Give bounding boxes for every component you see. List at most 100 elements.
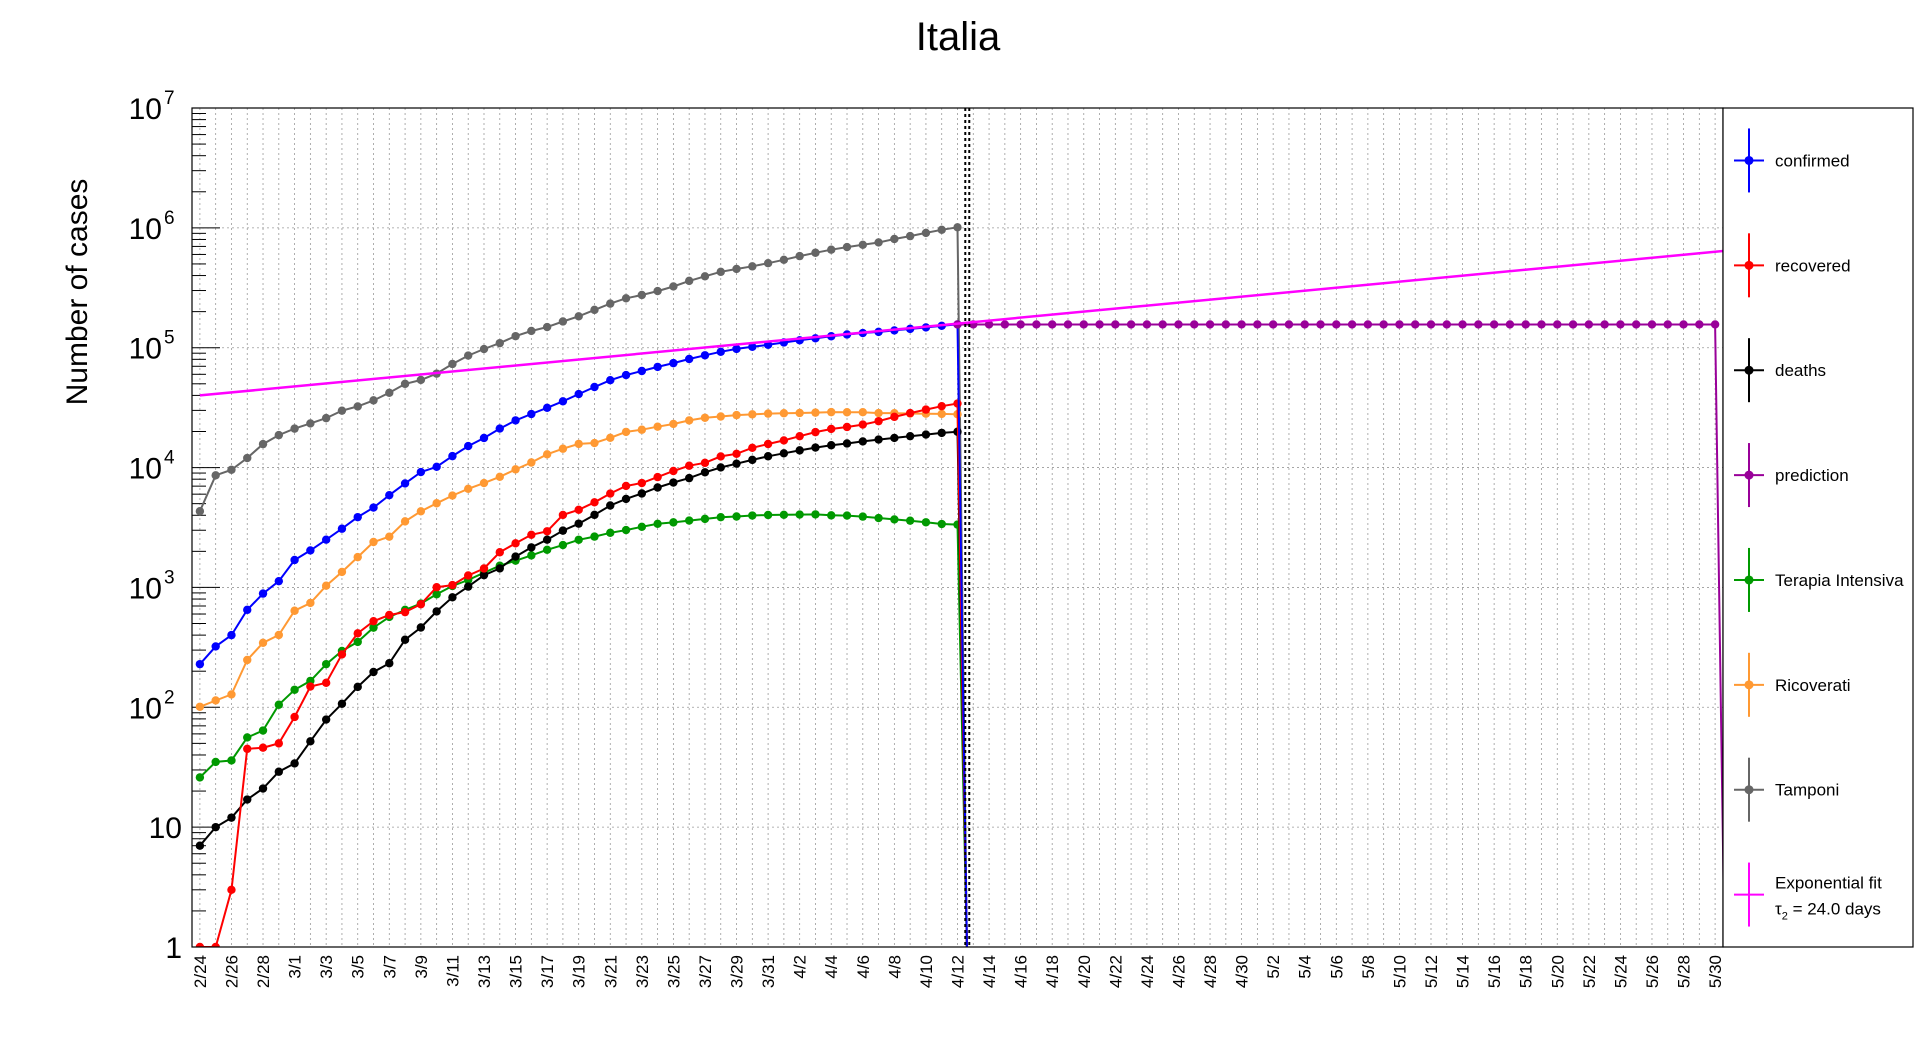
legend-marker <box>1744 260 1754 270</box>
legend-box <box>1722 107 1914 948</box>
data-point <box>1048 320 1057 329</box>
data-point <box>337 650 347 659</box>
data-point <box>811 510 820 519</box>
data-point <box>479 570 489 580</box>
data-point <box>527 409 536 419</box>
data-point <box>669 518 678 527</box>
data-point <box>400 635 410 644</box>
data-point <box>258 439 268 449</box>
data-point <box>416 600 426 609</box>
legend-marker <box>1744 575 1754 585</box>
data-point <box>732 449 741 458</box>
x-tick-label: 4/6 <box>854 955 873 979</box>
data-point <box>558 444 568 453</box>
data-point <box>511 416 520 425</box>
y-tick-exponent: 4 <box>164 448 175 469</box>
legend-marker <box>1744 155 1754 165</box>
y-tick-exponent: 2 <box>164 687 175 708</box>
data-point <box>243 453 252 463</box>
data-point <box>1205 320 1215 329</box>
data-point <box>937 401 946 411</box>
data-point <box>290 759 299 768</box>
data-point <box>243 744 252 754</box>
data-point <box>621 481 631 491</box>
data-point <box>306 419 315 428</box>
data-point <box>211 822 220 832</box>
data-point <box>795 251 804 261</box>
x-tick-label: 4/10 <box>917 955 936 988</box>
data-point <box>700 458 710 468</box>
data-point <box>811 427 820 437</box>
data-point <box>258 638 268 648</box>
series-line <box>199 513 968 947</box>
data-point <box>811 408 820 417</box>
data-point <box>763 409 773 418</box>
x-tick-label: 3/23 <box>633 955 652 988</box>
data-point <box>1347 320 1357 329</box>
data-point <box>637 366 647 376</box>
data-point <box>842 408 852 417</box>
data-point <box>574 519 583 528</box>
data-point <box>590 498 599 507</box>
data-point <box>1253 320 1262 329</box>
data-point <box>700 468 710 477</box>
data-point <box>842 242 852 252</box>
data-point <box>637 478 647 488</box>
data-point <box>827 441 836 450</box>
legend: confirmed recovered deaths prediction Terapi… <box>1722 107 1914 948</box>
data-point <box>527 530 536 539</box>
legend-label: prediction <box>1775 466 1849 485</box>
x-tick-label: 5/6 <box>1327 955 1346 979</box>
data-point <box>353 629 362 638</box>
x-tick-label: 4/26 <box>1169 955 1188 988</box>
data-point <box>385 610 394 620</box>
data-point <box>653 286 662 296</box>
data-point <box>827 511 836 520</box>
series-ricoverati <box>195 407 968 947</box>
data-point <box>621 525 631 535</box>
data-point <box>353 552 362 562</box>
data-point <box>921 228 931 238</box>
data-point <box>464 441 473 451</box>
data-point <box>1095 320 1104 329</box>
data-point <box>1411 320 1420 329</box>
data-point <box>1600 320 1609 329</box>
x-tick-label: 3/9 <box>412 955 431 979</box>
data-point <box>1521 320 1530 329</box>
series-line <box>199 430 968 947</box>
x-tick-label: 4/20 <box>1075 955 1094 988</box>
y-tick-label: 10 <box>129 572 162 605</box>
data-point <box>779 436 789 445</box>
data-point <box>369 616 378 626</box>
legend-entry-deaths: deaths <box>1734 338 1826 403</box>
data-point <box>385 388 394 397</box>
data-point <box>195 702 205 711</box>
data-point <box>337 567 347 577</box>
data-point <box>1237 320 1246 329</box>
data-point <box>511 331 520 341</box>
data-point <box>858 420 867 429</box>
x-tick-label: 5/30 <box>1706 955 1725 988</box>
data-point <box>637 522 647 532</box>
data-point <box>1332 320 1341 329</box>
data-point <box>290 555 299 565</box>
data-point <box>321 581 331 590</box>
data-point <box>432 462 441 472</box>
series-deaths <box>195 427 968 947</box>
data-point <box>937 428 946 438</box>
data-point <box>542 545 552 555</box>
data-point <box>495 424 504 433</box>
legend-entry-exponential-fit: Exponential fit τ2 = 24.0 days <box>1734 862 1882 927</box>
data-point <box>732 344 741 354</box>
y-tick-label: 1 <box>165 932 182 965</box>
data-point <box>890 234 899 244</box>
chart-title: Italia <box>916 15 1001 59</box>
x-tick-label: 3/13 <box>475 955 494 988</box>
data-point <box>890 433 899 443</box>
data-point <box>653 519 662 528</box>
data-point <box>321 535 331 544</box>
data-point <box>953 223 962 232</box>
data-point <box>653 472 662 482</box>
legend-label-line2: τ2 = 24.0 days <box>1775 900 1881 923</box>
x-tick-label: 3/25 <box>664 955 683 988</box>
